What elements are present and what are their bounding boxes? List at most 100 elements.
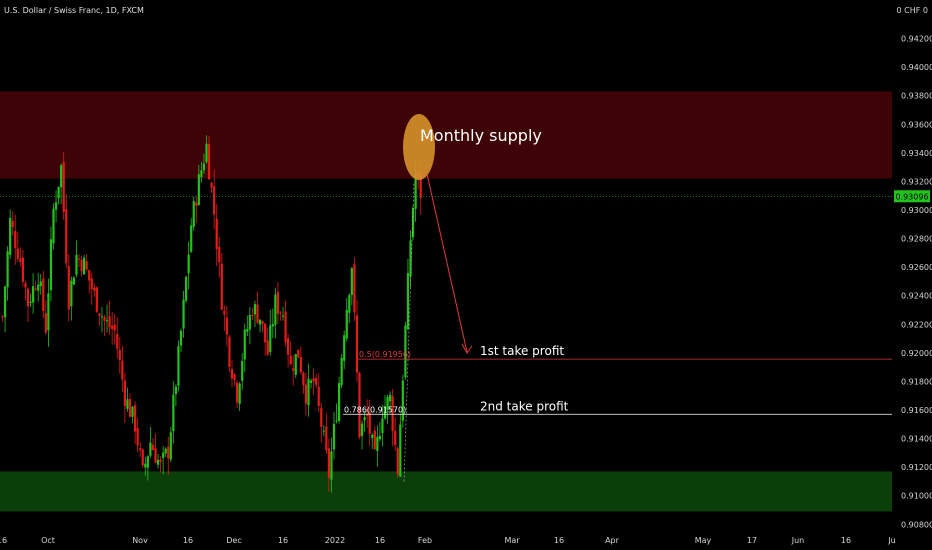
candle-body <box>162 452 165 458</box>
candle-body <box>274 294 277 325</box>
candle-body <box>141 449 144 466</box>
candle-body <box>65 209 68 264</box>
candle-body <box>261 321 264 324</box>
candle-body <box>177 346 180 386</box>
candle-body <box>389 394 392 402</box>
candle-body <box>144 463 147 468</box>
candle-body <box>182 299 185 329</box>
candle-body <box>381 418 384 433</box>
candle-body <box>327 448 330 478</box>
y-tick-label: 0.90800 <box>901 520 932 529</box>
x-tick-label: Apr <box>605 536 620 545</box>
candle-body <box>355 315 359 373</box>
candle-body <box>37 284 40 291</box>
candle-body <box>32 286 35 303</box>
candle-body <box>256 304 259 323</box>
x-tick-label: Feb <box>418 536 432 545</box>
candle-body <box>241 360 244 381</box>
candle-body <box>309 380 313 383</box>
candle-body <box>136 428 139 446</box>
candle-body <box>116 334 119 349</box>
candle-body <box>151 444 155 451</box>
candle-body <box>9 217 12 255</box>
candle-body <box>24 283 27 288</box>
candle-body <box>248 314 251 330</box>
candle-body <box>376 436 379 451</box>
x-tick-label: 17 <box>747 536 757 545</box>
x-tick-label: Dec <box>226 536 241 545</box>
candle-body <box>345 309 348 339</box>
candle-body <box>164 448 167 454</box>
candle-body <box>200 170 203 178</box>
candle-body <box>383 406 387 419</box>
candle-body <box>215 218 218 250</box>
candle-body <box>98 313 101 316</box>
candle-body <box>414 174 417 209</box>
candle-body <box>49 239 53 291</box>
candle-body <box>88 270 91 281</box>
x-tick-label: 16 <box>183 536 193 545</box>
candle-body <box>118 349 121 361</box>
candle-body <box>131 406 134 417</box>
x-tick-label: Mar <box>504 536 520 545</box>
candle-body <box>238 383 241 404</box>
candle-body <box>202 163 206 171</box>
candle-body <box>62 161 65 212</box>
candle-body <box>26 288 30 307</box>
x-tick-label: May <box>695 536 712 545</box>
candle-body <box>85 261 88 270</box>
candle-body <box>246 328 249 332</box>
candle-body <box>47 293 50 331</box>
candle-body <box>223 310 226 315</box>
candle-body <box>93 287 96 291</box>
candle-body <box>146 456 149 468</box>
y-tick-label: 0.91600 <box>901 406 932 415</box>
fib-level-label: 0.786(0.91570) <box>344 405 406 414</box>
candle-body <box>75 254 78 275</box>
candle-body <box>39 281 42 287</box>
candle-body <box>276 291 279 314</box>
y-tick-label: 0.92400 <box>901 292 932 301</box>
y-tick-label: 0.91400 <box>901 435 932 444</box>
candle-body <box>350 268 353 295</box>
candle-body <box>325 426 328 451</box>
candle-body <box>404 325 407 378</box>
x-tick-label: 16 <box>0 536 7 545</box>
candle-body <box>348 295 351 313</box>
candle-body <box>353 264 356 313</box>
candle-body <box>108 316 111 328</box>
supply-zone <box>0 91 892 179</box>
candle-body <box>401 380 404 421</box>
x-tick-label: Nov <box>132 536 148 545</box>
y-tick-label: 0.92000 <box>901 349 932 358</box>
candle-body <box>360 423 364 436</box>
arrow-head-icon <box>461 343 473 354</box>
take-profit-label: 1st take profit <box>480 344 564 358</box>
candle-body <box>322 430 325 432</box>
candle-body <box>113 324 116 331</box>
candle-body <box>128 398 132 417</box>
candle-body <box>297 349 300 358</box>
candle-body <box>77 258 81 260</box>
candle-body <box>307 378 310 406</box>
symbol-title: U.S. Dollar / Swiss Franc, 1D, FXCM <box>4 6 144 15</box>
y-tick-label: 0.93400 <box>901 149 932 158</box>
candle-body <box>343 335 346 361</box>
candle-body <box>251 315 254 317</box>
candle-body <box>21 257 24 282</box>
x-tick-label: 16 <box>554 536 564 545</box>
candle-body <box>304 384 308 404</box>
take-profit-label: 2nd take profit <box>480 399 569 413</box>
candle-body <box>19 258 22 262</box>
candle-body <box>156 459 160 465</box>
candle-body <box>54 202 58 210</box>
candle-body <box>386 397 389 410</box>
candle-body <box>335 420 338 422</box>
candle-body <box>179 330 183 346</box>
candle-body <box>371 434 374 439</box>
candle-body <box>60 165 63 188</box>
candle-body <box>292 368 295 371</box>
candle-body <box>121 360 124 380</box>
